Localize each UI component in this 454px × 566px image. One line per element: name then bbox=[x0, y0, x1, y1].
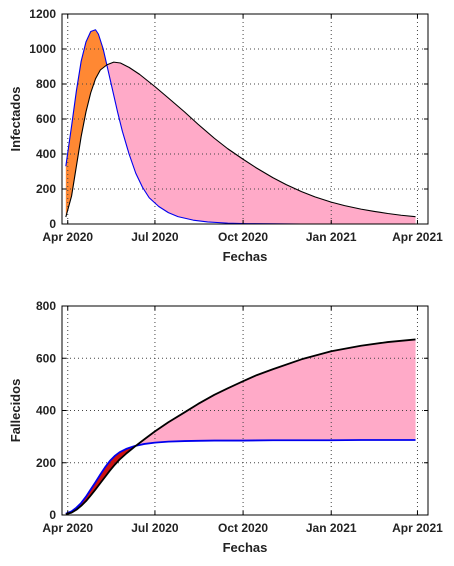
y-tick-label: 600 bbox=[36, 351, 56, 365]
x-tick-label: Oct 2020 bbox=[218, 230, 268, 244]
y-tick-label: 0 bbox=[49, 508, 56, 522]
infectados-chart: 0 200 400 600 800 1000 1200 Apr 2020 Jul 2020 Oct… bbox=[8, 7, 443, 264]
x-tick-label: Apr 2020 bbox=[42, 230, 93, 244]
band-fill-1 bbox=[106, 62, 416, 225]
y-tick-label: 800 bbox=[36, 77, 56, 91]
y-tick-label: 1000 bbox=[29, 42, 56, 56]
fallecidos-chart: 0 200 400 600 800 Apr 2020 Jul 2020 Oct 2020 Jan… bbox=[8, 299, 443, 555]
x-axis-label: Fechas bbox=[223, 249, 268, 264]
band-fill-1 bbox=[136, 339, 416, 446]
x-tick-label: Jan 2021 bbox=[306, 521, 357, 535]
y-tick-label: 200 bbox=[36, 456, 56, 470]
y-tick-label: 200 bbox=[36, 182, 56, 196]
x-tick-label: Oct 2020 bbox=[218, 521, 268, 535]
x-tick-label: Apr 2021 bbox=[392, 230, 443, 244]
series-line-0 bbox=[65, 439, 416, 515]
y-tick-label: 1200 bbox=[29, 7, 56, 21]
series-line-1 bbox=[65, 61, 416, 218]
y-axis-label: Fallecidos bbox=[8, 379, 23, 443]
x-tick-label: Jul 2020 bbox=[131, 521, 179, 535]
band-fill-0 bbox=[65, 445, 137, 515]
y-tick-label: 400 bbox=[36, 404, 56, 418]
y-tick-label: 400 bbox=[36, 147, 56, 161]
y-tick-label: 600 bbox=[36, 112, 56, 126]
x-tick-label: Apr 2021 bbox=[392, 521, 443, 535]
x-tick-label: Jan 2021 bbox=[306, 230, 357, 244]
y-axis-label: Infectados bbox=[8, 86, 23, 151]
x-axis-label: Fechas bbox=[223, 540, 268, 555]
x-tick-label: Jul 2020 bbox=[131, 230, 179, 244]
y-tick-label: 0 bbox=[49, 217, 56, 231]
series-line-1 bbox=[65, 338, 416, 516]
x-tick-label: Apr 2020 bbox=[42, 521, 93, 535]
y-tick-label: 800 bbox=[36, 299, 56, 313]
